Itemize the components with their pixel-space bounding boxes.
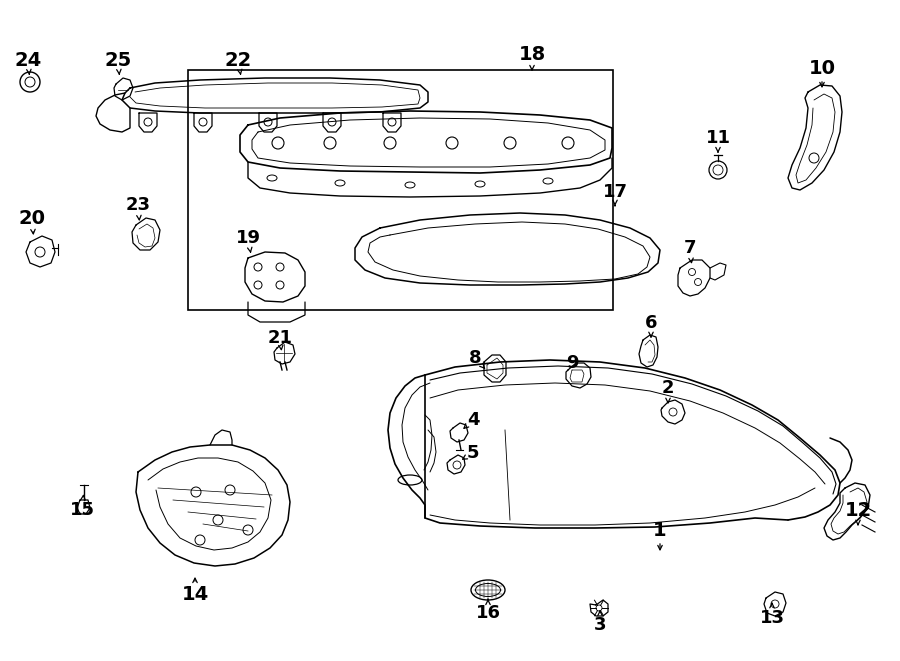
- Text: 14: 14: [182, 586, 209, 605]
- Text: 3: 3: [594, 616, 607, 634]
- Text: 10: 10: [808, 59, 835, 77]
- Text: 16: 16: [475, 604, 500, 622]
- Text: 6: 6: [644, 314, 657, 332]
- Text: 19: 19: [236, 229, 260, 247]
- Text: 1: 1: [653, 520, 667, 539]
- Text: 25: 25: [104, 50, 131, 69]
- Bar: [188, 70, 613, 310]
- Text: 2: 2: [662, 379, 674, 397]
- Text: 21: 21: [267, 329, 293, 347]
- Text: 9: 9: [566, 354, 578, 372]
- Text: 15: 15: [69, 501, 94, 519]
- Text: 7: 7: [684, 239, 697, 257]
- Text: 5: 5: [467, 444, 479, 462]
- Text: 20: 20: [19, 208, 46, 227]
- Text: 23: 23: [125, 196, 150, 214]
- Text: 17: 17: [602, 183, 627, 201]
- Text: 12: 12: [844, 500, 871, 520]
- Text: 11: 11: [706, 129, 731, 147]
- Text: 8: 8: [469, 349, 482, 367]
- Text: 24: 24: [14, 50, 41, 69]
- Text: 4: 4: [467, 411, 479, 429]
- Text: 13: 13: [760, 609, 785, 627]
- Text: 18: 18: [518, 46, 545, 65]
- Text: 22: 22: [224, 50, 252, 69]
